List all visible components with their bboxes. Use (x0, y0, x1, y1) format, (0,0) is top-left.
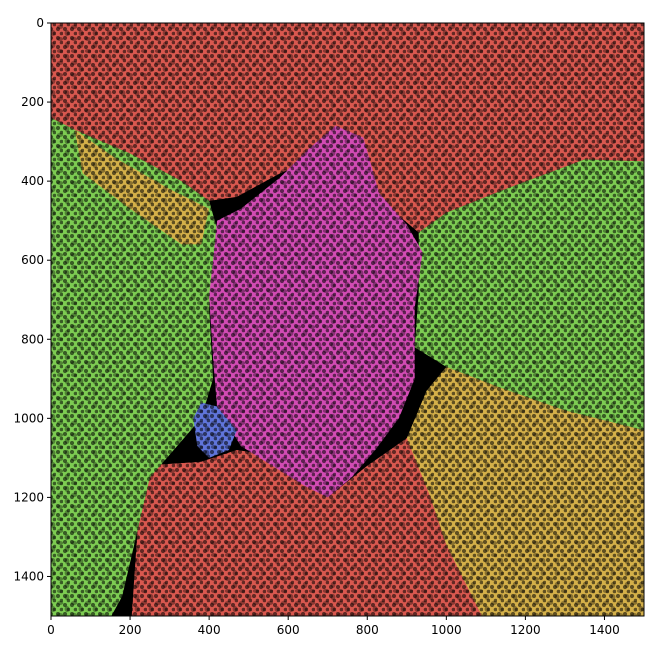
y-tick-label: 600 (21, 253, 44, 267)
x-tick-label: 0 (47, 623, 55, 637)
y-tick-label: 0 (36, 16, 44, 30)
x-tick-label: 1200 (510, 623, 541, 637)
x-axis: 0 200 400 600 800 1000 1200 1400 (47, 616, 620, 637)
x-tick-label: 1400 (589, 623, 620, 637)
y-tick-label: 800 (21, 332, 44, 346)
y-axis: 0 200 400 600 800 1000 1200 1400 (13, 16, 51, 583)
x-tick-label: 400 (198, 623, 221, 637)
x-tick-label: 200 (119, 623, 142, 637)
y-tick-label: 200 (21, 95, 44, 109)
x-tick-label: 600 (277, 623, 300, 637)
texture-layer (51, 23, 644, 616)
y-tick-label: 1200 (13, 490, 44, 504)
y-tick-label: 1000 (13, 411, 44, 425)
y-tick-label: 400 (21, 174, 44, 188)
x-tick-label: 1000 (431, 623, 462, 637)
y-tick-label: 1400 (13, 569, 44, 583)
x-tick-label: 800 (356, 623, 379, 637)
plot-frame (50, 22, 645, 617)
